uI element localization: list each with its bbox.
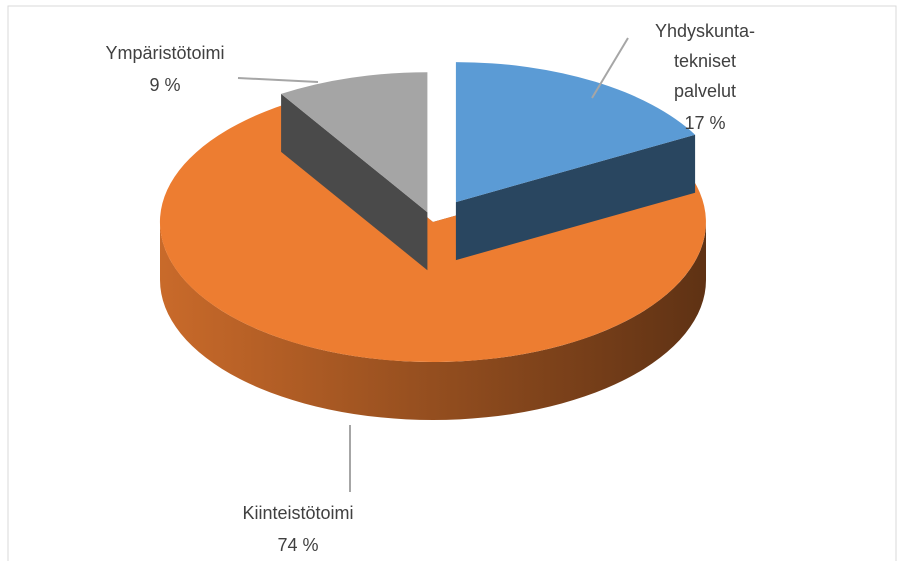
category-label: Kiinteistötoimi [242,503,354,523]
value-label: 74 % [277,535,319,555]
slice-top [159,103,706,363]
value-label: 17 % [684,113,726,133]
leader-line [591,37,629,99]
leader-line [237,77,319,83]
slice [281,72,428,271]
slice-side [160,222,706,420]
slice-top [281,72,428,213]
chart-frame [7,5,897,561]
slice-wall [281,93,428,271]
category-label: Ympäristötoimi [105,43,225,63]
slice [455,62,696,261]
value-label: 9 % [149,75,181,95]
slice-top [455,62,696,203]
category-label: Yhdyskunta-tekniset palvelut [655,21,756,101]
slice-wall [455,134,696,261]
